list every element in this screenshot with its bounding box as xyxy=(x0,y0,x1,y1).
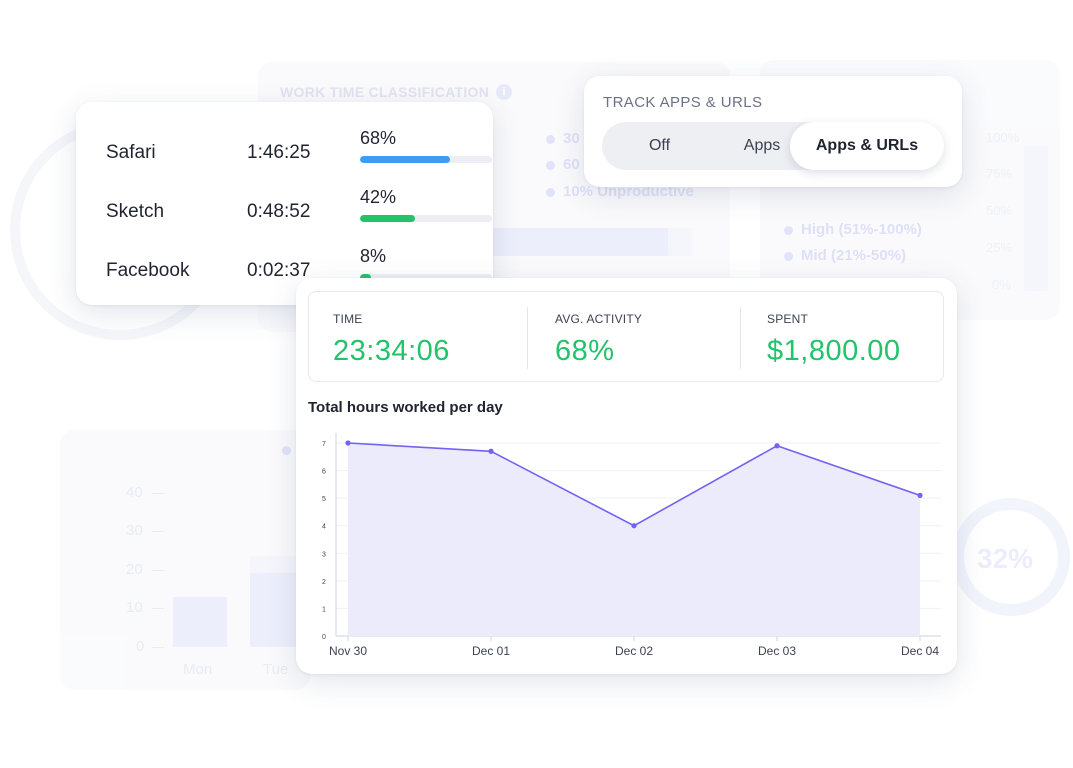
bg-axis-label: 20 xyxy=(126,561,143,578)
stat-label: AVG. ACTIVITY xyxy=(555,312,643,326)
x-tick-label: Dec 02 xyxy=(615,644,653,658)
bg-legend-dot xyxy=(546,135,555,144)
y-tick-label: 5 xyxy=(322,496,326,503)
stat-time: TIME 23:34:06 xyxy=(309,292,527,381)
app-time: 1:46:25 xyxy=(247,142,311,163)
bg-axis-label: 30 xyxy=(126,522,143,539)
bg-legend-dot xyxy=(784,252,793,261)
bg-progress-fill xyxy=(470,228,668,256)
bg-axis-label: 100% xyxy=(986,130,1020,145)
divider xyxy=(740,307,741,369)
bg-legend-dot xyxy=(784,226,793,235)
x-tick-label: Dec 01 xyxy=(472,644,510,658)
bg-legend-item: 60 xyxy=(563,156,580,173)
x-tick-label: Nov 30 xyxy=(329,644,367,658)
app-progress-fill xyxy=(360,156,450,163)
bg-axis-label: 40 xyxy=(126,484,143,501)
bg-tick xyxy=(152,647,164,648)
series-area xyxy=(348,443,920,636)
y-tick-label: 3 xyxy=(322,551,326,558)
y-tick-label: 7 xyxy=(322,441,326,448)
bg-axis-label: 75% xyxy=(986,166,1013,181)
bg-hours-bar xyxy=(173,597,227,647)
bg-legend-item: Mid (21%-50%) xyxy=(801,247,907,264)
y-tick-label: 4 xyxy=(322,524,326,531)
bg-section-title: WORK TIME CLASSIFICATION xyxy=(280,84,490,100)
stats-row: TIME 23:34:06 AVG. ACTIVITY 68% SPENT $1… xyxy=(308,291,944,382)
data-point xyxy=(917,492,923,498)
y-tick-label: 6 xyxy=(322,469,326,476)
app-time: 0:48:52 xyxy=(247,201,311,222)
bg-axis-label: 0% xyxy=(992,277,1011,292)
bg-axis-label: 10 xyxy=(126,599,143,616)
app-percent: 42% xyxy=(360,187,397,207)
data-point xyxy=(345,440,351,446)
y-tick-label: 0 xyxy=(322,634,326,641)
bg-tick xyxy=(152,608,164,609)
bg-ring-value: 32% xyxy=(977,543,1034,574)
divider xyxy=(527,307,528,369)
stat-value: 68% xyxy=(555,335,615,367)
app-row[interactable]: Facebook 0:02:37 8% xyxy=(106,240,492,299)
app-row[interactable]: Safari 1:46:25 68% xyxy=(106,122,492,181)
bg-legend-item: High (51%-100%) xyxy=(801,221,922,238)
app-time: 0:02:37 xyxy=(247,260,311,281)
data-point xyxy=(774,443,780,449)
bg-activity-bar xyxy=(1024,146,1048,291)
stat-value: 23:34:06 xyxy=(333,335,450,367)
app-progress-track xyxy=(360,156,492,163)
app-name: Safari xyxy=(106,142,156,163)
bg-tick xyxy=(152,493,164,494)
bg-legend-dot xyxy=(546,161,555,170)
bg-axis-label: 50% xyxy=(986,203,1013,218)
app-percent: 68% xyxy=(360,128,397,148)
bg-legend-item: 30 xyxy=(563,130,580,147)
track-apps-card: TRACK APPS & URLS Off Apps Apps & URLs xyxy=(584,76,962,187)
data-point xyxy=(631,523,637,529)
x-tick-label: Dec 03 xyxy=(758,644,796,658)
y-tick-label: 2 xyxy=(322,579,326,586)
app-progress-fill xyxy=(360,274,371,281)
info-icon[interactable]: i xyxy=(496,84,512,100)
bg-hours-bar xyxy=(250,573,296,647)
bg-legend-dot xyxy=(546,188,555,197)
bg-axis-label: 25% xyxy=(986,240,1013,255)
app-row[interactable]: Sketch 0:48:52 42% xyxy=(106,181,492,240)
tracking-option-apps[interactable]: Apps xyxy=(743,137,781,154)
tracking-mode-toggle[interactable]: Off Apps Apps & URLs xyxy=(602,122,944,170)
hours-chart: 0 1 2 3 4 5 6 7 Nov 30 Dec 01 Dec 02 Dec 03 Dec 04 xyxy=(322,433,941,658)
bg-day-label: Mon xyxy=(183,661,213,678)
app-progress-track xyxy=(360,215,492,222)
apps-usage-card: Safari 1:46:25 68% Sketch 0:48:52 42% Fa… xyxy=(76,102,493,305)
bg-legend-item: 10% Unproductive xyxy=(563,183,694,200)
bg-tick xyxy=(152,570,164,571)
bg-tick xyxy=(152,531,164,532)
stat-label: SPENT xyxy=(767,312,809,326)
app-name: Sketch xyxy=(106,201,165,222)
stat-label: TIME xyxy=(333,312,363,326)
bg-legend-dot xyxy=(282,446,291,455)
bg-axis-label: 0 xyxy=(136,638,145,655)
app-percent: 8% xyxy=(360,246,387,266)
app-name: Facebook xyxy=(106,260,190,281)
tracking-option-apps-urls[interactable]: Apps & URLs xyxy=(790,122,944,170)
tracking-option-off[interactable]: Off xyxy=(648,137,671,154)
summary-card: TIME 23:34:06 AVG. ACTIVITY 68% SPENT $1… xyxy=(296,278,957,674)
chart-title: Total hours worked per day xyxy=(308,399,503,416)
stat-avg-activity: AVG. ACTIVITY 68% xyxy=(531,292,743,381)
app-progress-track xyxy=(360,274,492,281)
app-progress-fill xyxy=(360,215,416,222)
track-title: TRACK APPS & URLS xyxy=(603,94,763,111)
x-tick-label: Dec 04 xyxy=(901,644,939,658)
y-tick-label: 1 xyxy=(322,606,326,613)
data-point xyxy=(488,448,494,454)
bg-day-label: Tue xyxy=(263,661,289,678)
stat-spent: SPENT $1,800.00 xyxy=(743,292,943,381)
stat-value: $1,800.00 xyxy=(767,335,901,367)
